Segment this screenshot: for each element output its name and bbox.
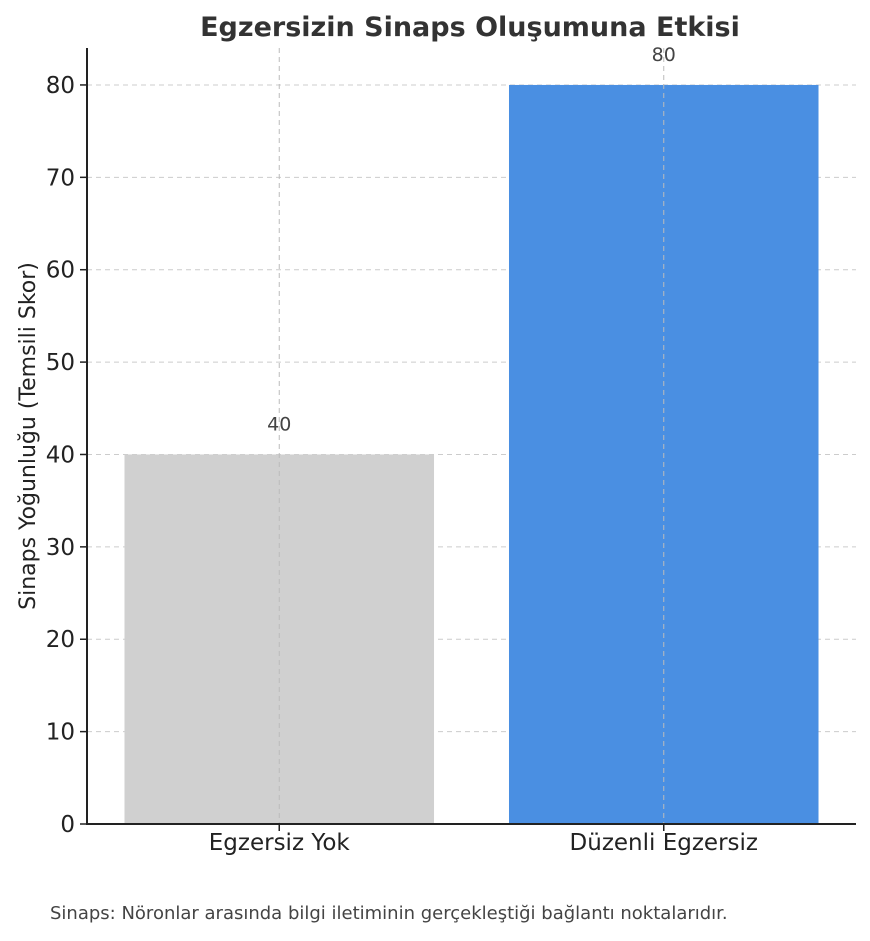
footnote: Sinaps: Nöronlar arasında bilgi iletimin… (50, 903, 728, 924)
y-tick-label: 30 (46, 535, 75, 561)
bar-value-label: 80 (652, 44, 676, 66)
x-axis-ticks: Egzersiz Yok Düzenli Egzersiz (209, 824, 758, 856)
x-tick-label: Egzersiz Yok (209, 830, 351, 856)
bars: 40 80 (124, 44, 819, 824)
y-tick-label: 20 (46, 627, 75, 653)
chart-title: Egzersizin Sinaps Oluşumuna Etkisi (200, 12, 740, 43)
y-tick-label: 50 (46, 350, 75, 376)
y-tick-label: 10 (46, 720, 75, 746)
y-tick-label: 70 (46, 165, 75, 191)
y-tick-label: 40 (46, 442, 75, 468)
y-tick-label: 80 (46, 73, 75, 99)
y-axis-label: Sinaps Yoğunluğu (Temsili Skor) (16, 262, 41, 610)
y-tick-label: 0 (60, 812, 75, 838)
bar-value-label: 40 (267, 413, 291, 435)
vertical-grid-lines (278, 48, 665, 824)
y-axis-ticks: 0 10 20 30 40 50 60 70 80 (46, 73, 87, 838)
x-tick-label: Düzenli Egzersiz (570, 830, 758, 856)
y-tick-label: 60 (46, 258, 75, 284)
